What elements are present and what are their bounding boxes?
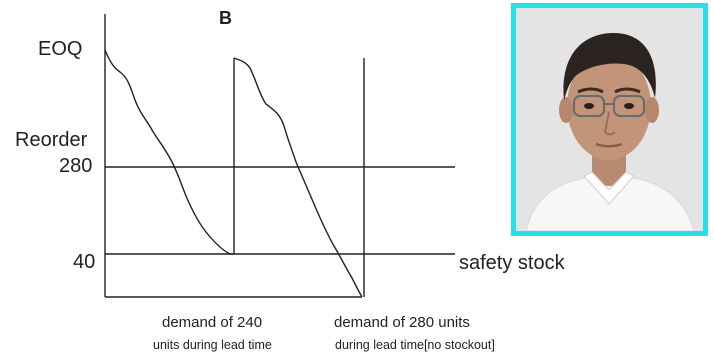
eoq-label: EOQ xyxy=(38,38,83,60)
demand-curve-1 xyxy=(104,49,234,255)
caption-left-line2: units during lead time xyxy=(153,338,272,352)
reorder-value-label: 280 xyxy=(59,155,93,177)
caption-right-line1: demand of 280 units xyxy=(334,314,470,331)
panel-letter: B xyxy=(219,8,232,28)
caption-right-line2: during lead time[no stockout] xyxy=(335,338,495,352)
caption-left-line1: demand of 240 xyxy=(162,314,263,331)
safety-value-label: 40 xyxy=(73,251,96,273)
demand-curve-2 xyxy=(233,57,363,298)
reorder-label: Reorder xyxy=(15,129,88,151)
person-portrait-icon xyxy=(516,8,703,231)
safety-stock-label: safety stock xyxy=(459,252,565,274)
portrait-photo xyxy=(511,3,708,236)
